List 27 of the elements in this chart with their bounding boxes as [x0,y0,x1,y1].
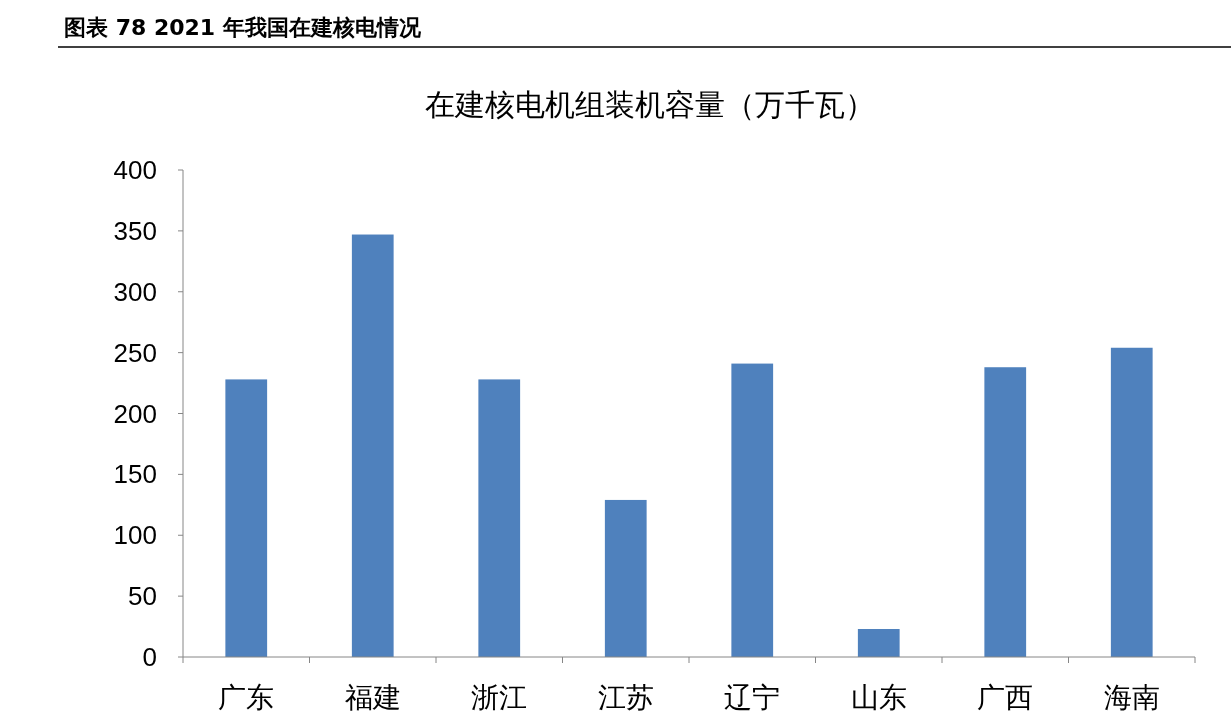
y-tick-label: 400 [113,155,157,185]
x-tick-label: 海南 [1103,681,1160,714]
bar [731,363,774,657]
bar [984,367,1027,657]
x-tick-label: 辽宁 [724,681,781,714]
x-tick-label: 福建 [344,681,401,714]
bar [1110,347,1153,657]
x-tick-label: 江苏 [597,681,654,714]
bar [478,379,521,657]
x-tick-label: 广西 [977,681,1034,714]
x-tick-label: 山东 [850,681,907,714]
bar [857,629,900,657]
bar [351,234,394,657]
x-tick-label: 广东 [218,681,275,714]
y-tick-label: 0 [142,642,157,672]
y-tick-label: 250 [113,337,157,368]
y-tick-label: 100 [113,520,157,551]
y-tick-label: 50 [128,581,157,612]
chart-title: 图表 78 2021 年我国在建核电情况 [64,15,422,40]
y-tick-label: 150 [113,459,157,490]
y-tick-label: 350 [113,215,157,246]
x-tick-label: 浙江 [471,681,528,714]
y-tick-label: 200 [113,398,157,429]
chart-subtitle: 在建核电机组装机容量（万千瓦） [425,87,875,122]
y-tick-label: 300 [113,276,157,307]
bar [225,379,268,657]
bar [604,499,647,657]
